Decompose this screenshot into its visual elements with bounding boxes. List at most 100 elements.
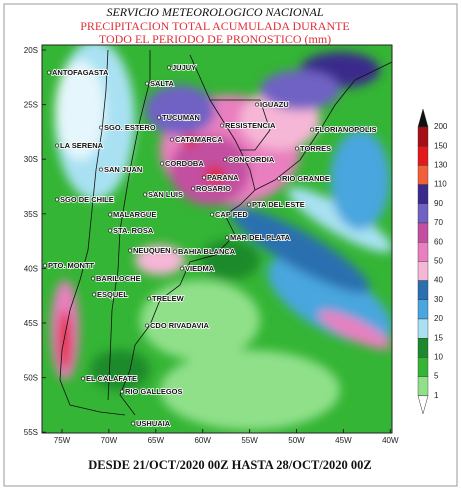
lat-label: 50S (24, 374, 38, 383)
place-marker (92, 292, 96, 297)
place-label: ESQUEL (97, 290, 128, 299)
place-marker (99, 125, 103, 130)
colorbar-label: 70 (434, 218, 443, 227)
place-label: RIO GALLEGOS (125, 387, 183, 396)
place-label: BARILOCHE (96, 274, 141, 283)
place-marker (108, 228, 112, 233)
place-label: SAN LUIS (148, 190, 183, 199)
place-label: NEUQUEN (133, 246, 171, 255)
lon-label: 60W (194, 436, 211, 445)
place-marker (131, 421, 135, 426)
colorbar-arrow-bottom (417, 395, 429, 415)
frame (3, 3, 458, 487)
place-marker (295, 146, 299, 151)
colorbar-band (417, 145, 429, 166)
lat-label: 25S (24, 101, 38, 110)
lon-label: 65W (148, 436, 165, 445)
place-label: TRELEW (152, 294, 185, 303)
place-label: RIO GRANDE (282, 174, 330, 183)
lon-label: 40W (382, 436, 399, 445)
place-marker (223, 157, 227, 162)
colorbar-label: 50 (434, 257, 443, 266)
colorbar-band (417, 299, 429, 320)
place-label: PTO. MONTT (48, 261, 95, 270)
colorbar-arrow-top (417, 108, 429, 128)
place-label: EL CALAFATE (86, 374, 137, 383)
place-marker (91, 276, 95, 281)
place-label: JUJUY (172, 63, 196, 72)
agency: SERVICIO METEOROLOGICO NACIONAL (106, 5, 323, 19)
place-label: ROSARIO (196, 184, 231, 193)
colorbar-band (417, 318, 429, 339)
place-marker (160, 161, 164, 166)
lat-label: 20S (24, 46, 38, 55)
colorbar-band (417, 203, 429, 224)
map-border (41, 44, 393, 434)
place-marker (167, 65, 171, 70)
place-marker (55, 197, 59, 202)
place-marker (47, 70, 51, 75)
place-marker (108, 212, 112, 217)
colorbar-band (417, 222, 429, 243)
place-label: IGUAZU (260, 100, 289, 109)
coastlines (59, 49, 392, 416)
lon-label: 75W (54, 436, 71, 445)
lon-label: 55W (241, 436, 258, 445)
place-marker (145, 323, 149, 328)
colorbar-label: 1 (434, 391, 439, 400)
place-label: SAN JUAN (104, 165, 142, 174)
colorbar-band (417, 261, 429, 281)
colorbar-label: 110 (434, 180, 447, 189)
colorbar-label: 200 (434, 122, 448, 131)
place-marker (202, 175, 206, 180)
place-marker (43, 263, 47, 268)
place-marker (180, 266, 184, 271)
place-marker (128, 248, 132, 253)
place-label: PTA DEL ESTE (252, 200, 305, 209)
place-label: VIEDMA (185, 264, 215, 273)
place-label: USHUAIA (136, 419, 171, 428)
place-label: CAP FED (215, 210, 248, 219)
place-marker (99, 167, 103, 172)
place-marker (191, 186, 195, 191)
colorbar-label: 130 (434, 161, 448, 170)
place-label: SALTA (150, 79, 174, 88)
colorbar-label: 40 (434, 276, 443, 285)
place-label: SGO. ESTERO (104, 123, 156, 132)
place-marker (225, 235, 229, 240)
place-label: MAR DEL PLATA (230, 233, 291, 242)
place-marker (157, 115, 161, 120)
lat-label: 55S (24, 428, 38, 437)
title-line2: TODO EL PERIODO DE PRONOSTICO (mm) (99, 32, 331, 46)
lat-label: 40S (24, 264, 38, 273)
colorbar-band (417, 357, 429, 377)
place-label: SGO DE CHILE (60, 195, 114, 204)
colorbar-band (417, 338, 429, 358)
colorbar-label: 10 (434, 353, 443, 362)
lon-label: 50W (288, 436, 305, 445)
colorbar-band (417, 126, 429, 147)
footer: DESDE 21/OCT/2020 00Z HASTA 28/OCT/2020 … (88, 458, 372, 472)
colorbar-label: 60 (434, 237, 443, 246)
colorbar-label: 150 (434, 141, 448, 150)
colorbar-label: 15 (434, 333, 443, 342)
colorbar-label: 90 (434, 199, 443, 208)
colorbar-band (417, 241, 429, 262)
place-label: ANTOFAGASTA (52, 68, 109, 77)
place-label: CDO RIVADAVIA (150, 321, 209, 330)
place-marker (55, 143, 59, 148)
place-label: BAHIA BLANCA (178, 247, 236, 256)
colorbar-label: 20 (434, 314, 443, 323)
lat-label: 30S (24, 155, 38, 164)
place-label: PARANA (207, 173, 239, 182)
place-label: CORDOBA (165, 159, 204, 168)
place-label: MALARGUE (113, 210, 156, 219)
place-marker (255, 102, 259, 107)
place-label: TORRES (300, 144, 331, 153)
place-marker (310, 127, 314, 132)
place-marker (145, 81, 149, 86)
place-marker (220, 123, 224, 128)
colorbar-band (417, 165, 429, 185)
